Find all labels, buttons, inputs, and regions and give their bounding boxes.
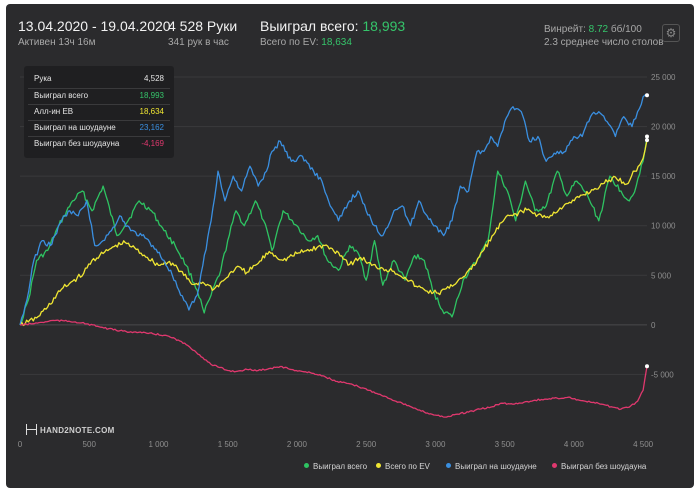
y-tick-label: -5 000 <box>651 370 674 379</box>
tooltip-value: 18,993 <box>139 91 164 100</box>
ev-total: Всего по EV: 18,634 <box>260 37 352 48</box>
tooltip-label: Выиграл всего <box>34 91 89 100</box>
legend-item-non-showdown[interactable]: Выиграл без шоудауна <box>552 462 646 471</box>
ev-total-label: Всего по EV: <box>260 37 319 48</box>
x-tick-label: 2 000 <box>287 440 308 449</box>
x-tick-label: 3 500 <box>495 440 516 449</box>
legend-item-ev[interactable]: Всего по EV <box>376 462 430 471</box>
tooltip-row-allin-ev: Алл-ин EB 18,634 <box>34 107 164 121</box>
hands-per-hour: 341 рук в час <box>168 37 229 48</box>
tooltip-row-hand: Рука 4,528 <box>34 74 164 88</box>
legend-item-showdown[interactable]: Выиграл на шоудауне <box>446 462 537 471</box>
x-tick-label: 500 <box>83 440 97 449</box>
winrate: Винрейт: 8.72 бб/100 <box>544 24 642 35</box>
divider <box>28 120 170 121</box>
y-tick-label: 10 000 <box>651 222 676 231</box>
y-tick-label: 15 000 <box>651 172 676 181</box>
divider <box>28 104 170 105</box>
won-total: Выиграл всего: 18,993 <box>260 18 405 34</box>
legend-label: Выиграл без шоудауна <box>561 462 647 471</box>
tooltip-label: Алл-ин EB <box>34 107 74 116</box>
tooltip-value: 4,528 <box>143 74 164 83</box>
y-tick-label: 5 000 <box>651 271 672 280</box>
x-tick-label: 1 000 <box>148 440 169 449</box>
x-tick-label: 4 500 <box>633 440 654 449</box>
series-end-point <box>645 138 649 143</box>
hover-tooltip: Рука 4,528 Выиграл всего 18,993 Алл-ин E… <box>24 66 174 158</box>
legend-dot-icon <box>552 463 557 468</box>
date-range: 13.04.2020 - 19.04.2020 <box>18 18 171 34</box>
tooltip-row-won-total: Выиграл всего 18,993 <box>34 91 164 105</box>
legend-label: Выиграл на шоудауне <box>455 462 537 471</box>
winrate-suffix: бб/100 <box>610 24 642 35</box>
line-chart: -5 000 0 5 000 10 000 15 000 20 000 25 000 0 500… <box>18 73 676 449</box>
y-tick-label: 0 <box>651 321 656 330</box>
series-line <box>19 139 648 327</box>
legend-dot-icon <box>446 463 451 468</box>
divider <box>28 88 170 89</box>
gear-icon[interactable]: ⚙ <box>662 24 680 42</box>
x-tick-label: 4 000 <box>564 440 585 449</box>
x-tick-label: 1 500 <box>218 440 239 449</box>
tooltip-row-showdown: Выиграл на шоудауне 23,162 <box>34 123 164 137</box>
graph-panel: 13.04.2020 - 19.04.2020 Активен 13ч 16м … <box>6 4 694 488</box>
divider <box>28 136 170 137</box>
series-end-point <box>645 93 649 98</box>
legend-dot-icon <box>304 463 309 468</box>
logo-mark-icon <box>26 424 37 435</box>
won-total-value: 18,993 <box>362 18 406 34</box>
series-end-point <box>645 134 649 139</box>
x-tick-label: 3 000 <box>425 440 446 449</box>
tooltip-label: Рука <box>34 74 52 83</box>
tooltip-row-non-showdown: Выиграл без шоудауна -4,169 <box>34 139 164 153</box>
legend-label: Выиграл всего <box>313 462 368 471</box>
series-end-point <box>645 364 649 369</box>
legend-item-won-total[interactable]: Выиграл всего <box>304 462 367 471</box>
logo-text: HAND2NOTE.COM <box>40 426 115 435</box>
active-time: Активен 13ч 16м <box>18 37 96 48</box>
hands-count: 4 528 Руки <box>168 18 238 34</box>
legend-dot-icon <box>376 463 381 468</box>
won-total-label: Выиграл всего: <box>260 18 359 34</box>
tooltip-value: 23,162 <box>139 123 164 132</box>
ev-total-value: 18,634 <box>321 37 352 48</box>
tooltip-value: 18,634 <box>139 107 164 116</box>
series-line <box>19 136 648 326</box>
legend-label: Всего по EV <box>385 462 430 471</box>
tooltip-label: Выиграл без шоудауна <box>34 139 120 148</box>
tooltip-label: Выиграл на шоудауне <box>34 123 116 132</box>
tooltip-value: -4,169 <box>141 139 164 148</box>
winrate-value: 8.72 <box>588 24 609 35</box>
y-tick-label: 20 000 <box>651 123 676 132</box>
y-tick-label: 25 000 <box>651 73 676 82</box>
hand2note-logo: HAND2NOTE.COM <box>26 424 115 435</box>
avg-tables: 2.3 среднее число столов <box>544 37 664 48</box>
x-tick-label: 0 <box>18 440 23 449</box>
winrate-label: Винрейт: <box>544 24 586 35</box>
series-line <box>20 319 648 418</box>
x-tick-label: 2 500 <box>356 440 377 449</box>
series-line <box>19 94 648 326</box>
